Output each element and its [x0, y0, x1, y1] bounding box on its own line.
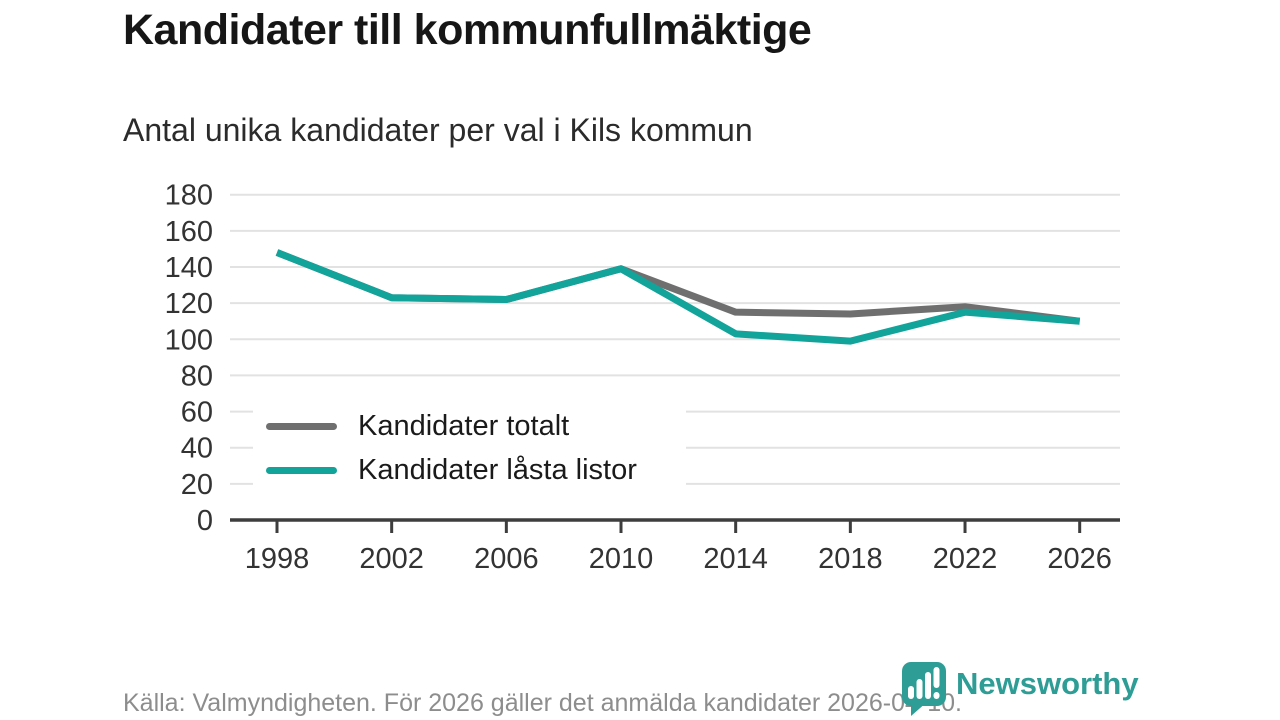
x-axis-label: 2002 [359, 543, 424, 575]
legend-label-totalt: Kandidater totalt [358, 410, 570, 442]
y-axis-label: 60 [181, 397, 213, 429]
y-axis-label: 0 [197, 505, 213, 537]
y-axis-label: 140 [165, 252, 213, 284]
chart-subtitle: Antal unika kandidater per val i Kils ko… [123, 112, 753, 148]
series-line-kandidater-lasta-listor [275, 249, 1080, 345]
page-title: Kandidater till kommunfullmäktige [123, 6, 812, 54]
y-axis-label: 180 [165, 180, 213, 212]
legend-item-kandidater-totalt: Kandidater totalt [266, 410, 686, 443]
y-axis-label: 80 [181, 360, 213, 392]
x-axis-label: 2006 [474, 543, 539, 575]
newsworthy-logo: Newsworthy [901, 662, 1139, 716]
x-axis-label: 2014 [703, 543, 768, 575]
x-axis-label: 2022 [933, 543, 998, 575]
y-axis-label: 100 [165, 324, 213, 356]
x-axis-label: 1998 [245, 543, 310, 575]
newsworthy-logo-text: Newsworthy [956, 666, 1139, 701]
chart-legend: Kandidater totalt Kandidater låsta listo… [253, 399, 686, 498]
y-axis-label: 160 [165, 216, 213, 248]
legend-item-kandidater-lasta-listor: Kandidater låsta listor [266, 454, 686, 487]
legend-swatch-totalt [266, 423, 337, 430]
x-axis-label: 2026 [1047, 543, 1112, 575]
x-axis-label: 2010 [589, 543, 654, 575]
legend-swatch-lasta-listor [266, 467, 337, 474]
y-axis-label: 40 [181, 433, 213, 465]
source-note: Källa: Valmyndigheten. För 2026 gäller d… [123, 689, 962, 717]
x-axis-label: 2018 [818, 543, 883, 575]
y-axis-label: 120 [165, 288, 213, 320]
y-axis-label: 20 [181, 469, 213, 501]
legend-label-lasta-listor: Kandidater låsta listor [358, 454, 637, 486]
newsworthy-logo-icon [902, 662, 946, 716]
